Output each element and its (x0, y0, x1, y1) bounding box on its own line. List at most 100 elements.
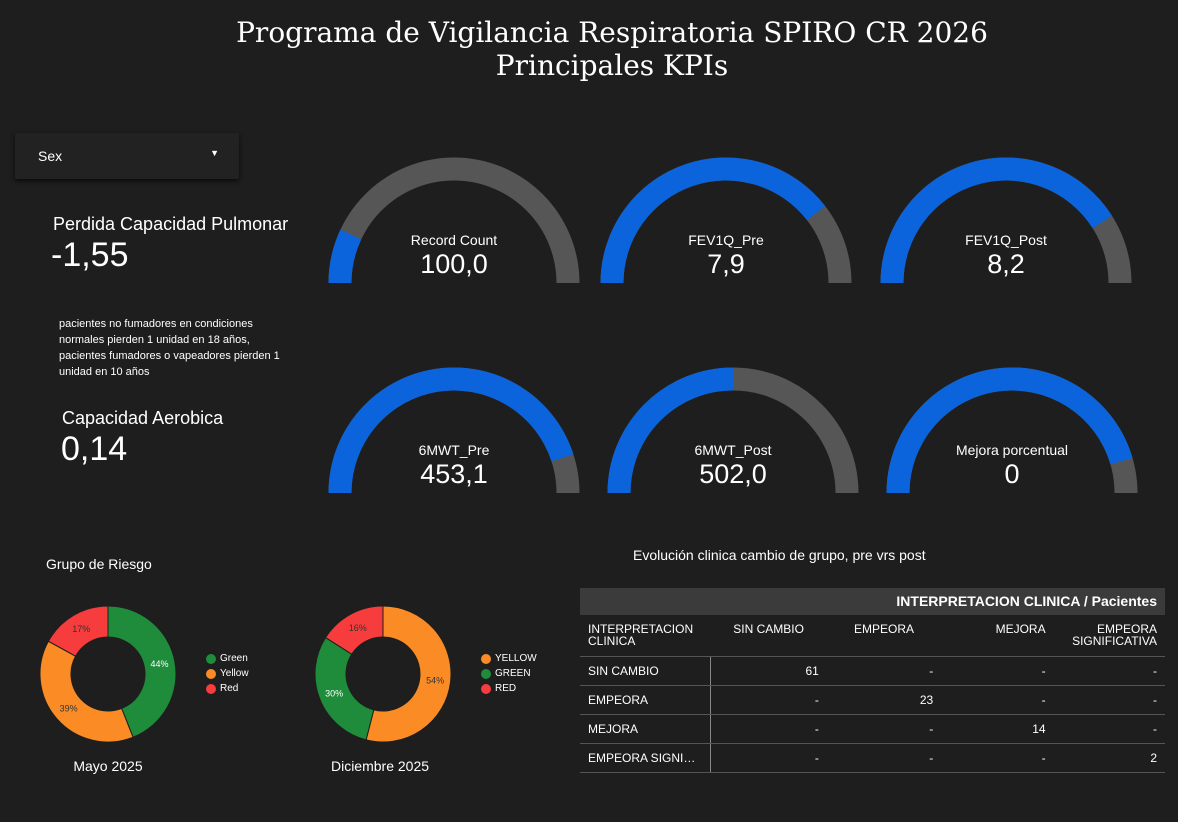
gauge-mejora-porcentual-arc (886, 367, 1138, 494)
legend-label: Green (220, 653, 248, 664)
donut-slice-green[interactable] (314, 636, 375, 741)
donut-slice-green[interactable] (107, 605, 177, 738)
table-cell: 14 (941, 714, 1054, 744)
gauge-value: 7,9 (707, 249, 745, 279)
legend-item: RED (481, 681, 537, 696)
legend-red-dot (481, 683, 491, 694)
gauge-value: 502,0 (699, 459, 767, 489)
gauge-fill (607, 367, 734, 494)
gauge-fill (880, 157, 1112, 284)
title-line-2: Principales KPIs (495, 49, 729, 82)
table-cell: - (1053, 714, 1165, 744)
legend-yellow-dot (481, 653, 491, 664)
table-cell: - (710, 743, 827, 773)
legend-label: GREEN (495, 668, 531, 679)
table-cell: 2 (1053, 743, 1165, 773)
legend-label: Red (220, 683, 239, 694)
gauge-label: 6MWT_Pre (418, 442, 490, 458)
donut-mayo-2025-svg: 44% 39% 17% (39, 605, 177, 743)
legend-red-dot (206, 683, 216, 694)
donut-slice-label: 54% (426, 676, 444, 686)
sex-filter-dropdown[interactable]: Sex ▼ (15, 133, 239, 179)
gauge-record-count-arc (328, 157, 580, 284)
donut-slice-label: 17% (72, 624, 90, 634)
donut-slice-label: 30% (325, 688, 343, 698)
gauge-fev1q-post-arc (880, 157, 1132, 284)
column-header: SIN CAMBIO (710, 615, 827, 657)
table-row: EMPEORA - 23 - - (580, 685, 1165, 715)
table-cell: - (826, 743, 942, 773)
donut-slice-label: 39% (60, 704, 78, 714)
aerobica-kpi-value: 0,14 (61, 430, 128, 468)
row-header-title: INTERPRETACION CLINICA (580, 615, 711, 657)
gauge-record-count: Record Count 100,0 (328, 156, 580, 296)
gauge-fill (600, 157, 826, 284)
gauge-value: 0 (1004, 459, 1020, 489)
gauge-mejora-porcentual: Mejora porcentual 0 (886, 366, 1138, 506)
donut-slice-label: 44% (151, 659, 169, 669)
legend-diciembre-2025: YELLOW GREEN RED (481, 651, 537, 696)
aerobica-kpi-label: Capacidad Aerobica (62, 408, 224, 428)
donut-slice-yellow[interactable] (39, 640, 134, 743)
row-label: EMPEORA SIGNI… (580, 743, 711, 773)
table-cell: - (1053, 685, 1165, 715)
table-cell: 23 (826, 685, 942, 715)
gauge-fill (328, 367, 574, 494)
row-label: MEJORA (580, 714, 711, 744)
gauge-value: 100,0 (420, 249, 488, 279)
gauge-fev1q-pre-arc (600, 157, 852, 284)
table-row: EMPEORA SIGNI… - - - 2 (580, 743, 1165, 773)
legend-item: Yellow (206, 666, 249, 681)
gauge-fill (328, 229, 362, 284)
gauge-value: 8,2 (987, 249, 1025, 279)
legend-label: Yellow (220, 668, 249, 679)
legend-item: Green (206, 651, 249, 666)
donut-diciembre-2025-svg: 54% 30% 16% (314, 605, 452, 743)
donut-slice-red[interactable] (324, 605, 384, 655)
caret-down-icon: ▼ (210, 148, 219, 158)
table-grid: INTERPRETACION CLINICA SIN CAMBIO EMPEOR… (580, 615, 1165, 773)
risk-group-title: Grupo de Riesgo (46, 556, 152, 572)
gauge-6mwt-pre-arc (328, 367, 580, 494)
legend-green-dot (481, 668, 491, 679)
gauge-fill (886, 367, 1133, 494)
table-cell: - (941, 685, 1054, 715)
donut-slice-label: 16% (349, 623, 367, 633)
table-cell: - (826, 656, 942, 686)
table-cell: 61 (710, 656, 827, 686)
gauge-label: FEV1Q_Post (965, 232, 1047, 248)
gauge-label: FEV1Q_Pre (688, 232, 764, 248)
table-cell: - (1053, 656, 1165, 686)
donut-mayo-caption: Mayo 2025 (73, 758, 143, 774)
gauge-fev1q-post: FEV1Q_Post 8,2 (880, 156, 1132, 296)
title-line-1: Programa de Vigilancia Respiratoria SPIR… (236, 16, 988, 49)
table-column-header-row: INTERPRETACION CLINICA SIN CAMBIO EMPEOR… (580, 615, 1165, 657)
legend-item: GREEN (481, 666, 537, 681)
donut-slice-red[interactable] (47, 605, 109, 657)
table-caption: Evolución clinica cambio de grupo, pre v… (633, 547, 926, 563)
gauge-label: Record Count (410, 232, 498, 248)
page-title: Programa de Vigilancia Respiratoria SPIR… (0, 16, 1178, 82)
table-cell: - (710, 714, 827, 744)
table-cell: - (710, 685, 827, 715)
gauge-value: 453,1 (420, 459, 488, 489)
gauge-label: 6MWT_Post (694, 442, 772, 458)
donut-diciembre-2025: 54% 30% 16% (313, 604, 453, 744)
table-cell: - (826, 714, 942, 744)
legend-label: RED (495, 683, 517, 694)
sex-filter-label: Sex (38, 148, 63, 164)
legend-yellow-dot (206, 668, 216, 679)
perdida-kpi-value: -1,55 (51, 236, 129, 274)
perdida-kpi-label: Perdida Capacidad Pulmonar (53, 214, 289, 234)
donut-slice-yellow[interactable] (365, 605, 452, 743)
column-header: MEJORA (941, 615, 1054, 657)
gauge-6mwt-post-arc (607, 367, 859, 494)
clinical-table: INTERPRETACION CLINICA / Pacientes INTER… (580, 588, 1165, 773)
legend-mayo-2025: Green Yellow Red (206, 651, 249, 696)
legend-item: Red (206, 681, 249, 696)
row-label: EMPEORA (580, 685, 711, 715)
gauge-fev1q-pre: FEV1Q_Pre 7,9 (600, 156, 852, 296)
table-row: MEJORA - - 14 - (580, 714, 1165, 744)
column-header: EMPEORA SIGNIFICATIVA (1053, 615, 1165, 657)
gauge-6mwt-pre: 6MWT_Pre 453,1 (328, 366, 580, 506)
